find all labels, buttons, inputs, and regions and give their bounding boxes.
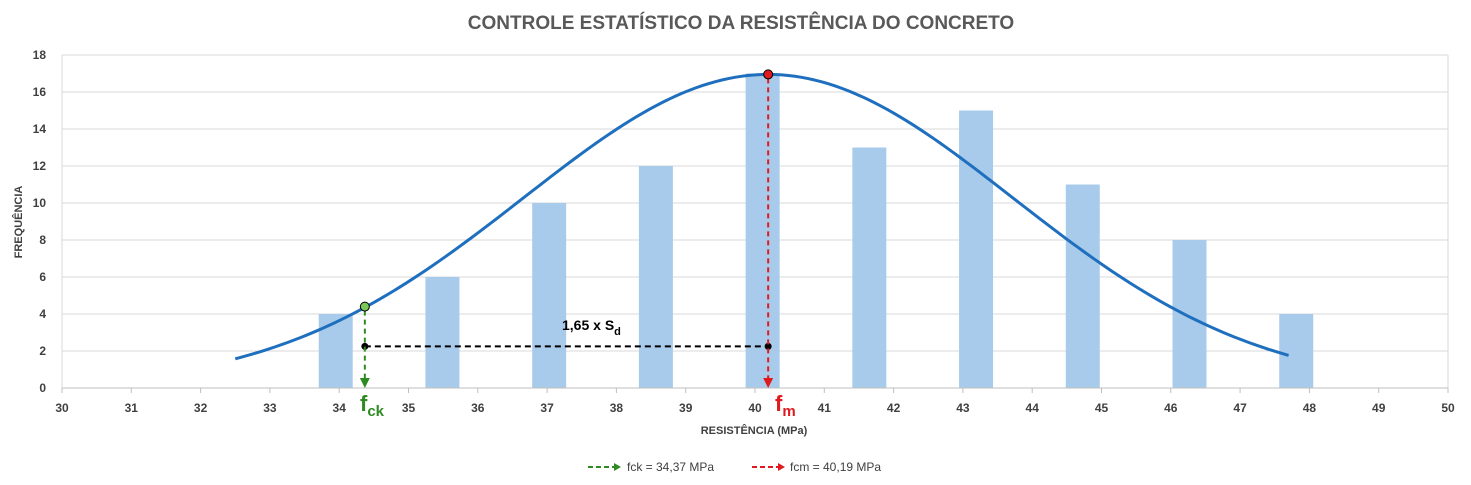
x-tick-label: 47 bbox=[1233, 401, 1247, 415]
x-tick-label: 43 bbox=[956, 401, 970, 415]
bar bbox=[1172, 240, 1207, 388]
legend-fcm-arrow bbox=[778, 463, 785, 471]
sd-annotation-sub: d bbox=[614, 326, 621, 338]
fck-label: fck bbox=[360, 391, 385, 420]
x-tick-label: 37 bbox=[540, 401, 554, 415]
x-tick-label: 45 bbox=[1095, 401, 1109, 415]
legend-fcm-text: fcm = 40,19 MPa bbox=[790, 460, 881, 474]
sd-line-start-point bbox=[361, 342, 369, 350]
y-axis-label: FREQUÊNCIA bbox=[12, 186, 25, 259]
axes bbox=[61, 387, 1449, 393]
normal-curve-group bbox=[234, 72, 1290, 361]
chart-title: CONTROLE ESTATÍSTICO DA RESISTÊNCIA DO C… bbox=[468, 12, 1014, 34]
bar bbox=[638, 166, 673, 388]
legend: fck = 34,37 MPa fcm = 40,19 MPa bbox=[588, 460, 881, 474]
y-tick-label: 16 bbox=[33, 85, 47, 99]
y-tick-label: 14 bbox=[33, 122, 47, 136]
x-tick-label: 38 bbox=[610, 401, 624, 415]
fck-point bbox=[359, 301, 370, 312]
x-tick-label: 34 bbox=[333, 401, 347, 415]
y-tick-label: 10 bbox=[33, 196, 47, 210]
y-tick-label: 6 bbox=[39, 270, 46, 284]
guide-lines bbox=[359, 69, 774, 388]
sd-line-end-point bbox=[764, 342, 772, 350]
fck-label-main: f bbox=[360, 391, 368, 416]
fck-label-sub: ck bbox=[367, 403, 384, 420]
x-tick-label: 39 bbox=[679, 401, 693, 415]
x-tick-label: 40 bbox=[748, 401, 762, 415]
x-tick-label: 35 bbox=[402, 401, 416, 415]
x-tick-label: 49 bbox=[1372, 401, 1386, 415]
legend-fck-text: fck = 34,37 MPa bbox=[627, 460, 714, 474]
bars-group bbox=[318, 73, 1314, 388]
x-tick-label: 36 bbox=[471, 401, 485, 415]
y-tick-label: 0 bbox=[39, 381, 46, 395]
y-tick-label: 8 bbox=[39, 233, 46, 247]
x-tick-label: 32 bbox=[194, 401, 208, 415]
y-tick-label: 18 bbox=[33, 48, 47, 62]
x-tick-label: 31 bbox=[125, 401, 139, 415]
fcm-arrowhead bbox=[763, 378, 774, 388]
x-tick-label: 41 bbox=[818, 401, 832, 415]
fcm-label-main: f bbox=[775, 391, 783, 416]
fcm-label: fm bbox=[775, 391, 796, 420]
x-tick-label: 48 bbox=[1303, 401, 1317, 415]
fcm-point bbox=[763, 69, 774, 80]
bar bbox=[852, 147, 887, 388]
bar bbox=[425, 277, 460, 388]
x-tick-label: 50 bbox=[1441, 401, 1455, 415]
y-tick-label: 12 bbox=[33, 159, 47, 173]
sd-annotation-main: 1,65 x S bbox=[562, 317, 614, 333]
normal-curve bbox=[234, 72, 1290, 361]
x-tick-label: 33 bbox=[263, 401, 277, 415]
y-tick-label: 2 bbox=[39, 344, 46, 358]
fcm-label-sub: m bbox=[782, 403, 795, 420]
bar bbox=[745, 73, 780, 388]
bar bbox=[532, 203, 567, 388]
y-tick-label: 4 bbox=[39, 307, 46, 321]
bar bbox=[318, 314, 353, 388]
bar bbox=[1065, 184, 1100, 388]
sd-annotation: 1,65 x Sd bbox=[562, 317, 621, 338]
legend-fck-arrow bbox=[614, 463, 621, 471]
fck-arrowhead bbox=[359, 378, 370, 388]
bar bbox=[1279, 314, 1314, 388]
x-tick-label: 44 bbox=[1026, 401, 1040, 415]
x-tick-label: 46 bbox=[1164, 401, 1178, 415]
x-axis-label: RESISTÊNCIA (MPa) bbox=[701, 424, 808, 437]
x-tick-label: 42 bbox=[887, 401, 901, 415]
bar bbox=[959, 110, 994, 388]
x-tick-label: 30 bbox=[55, 401, 69, 415]
